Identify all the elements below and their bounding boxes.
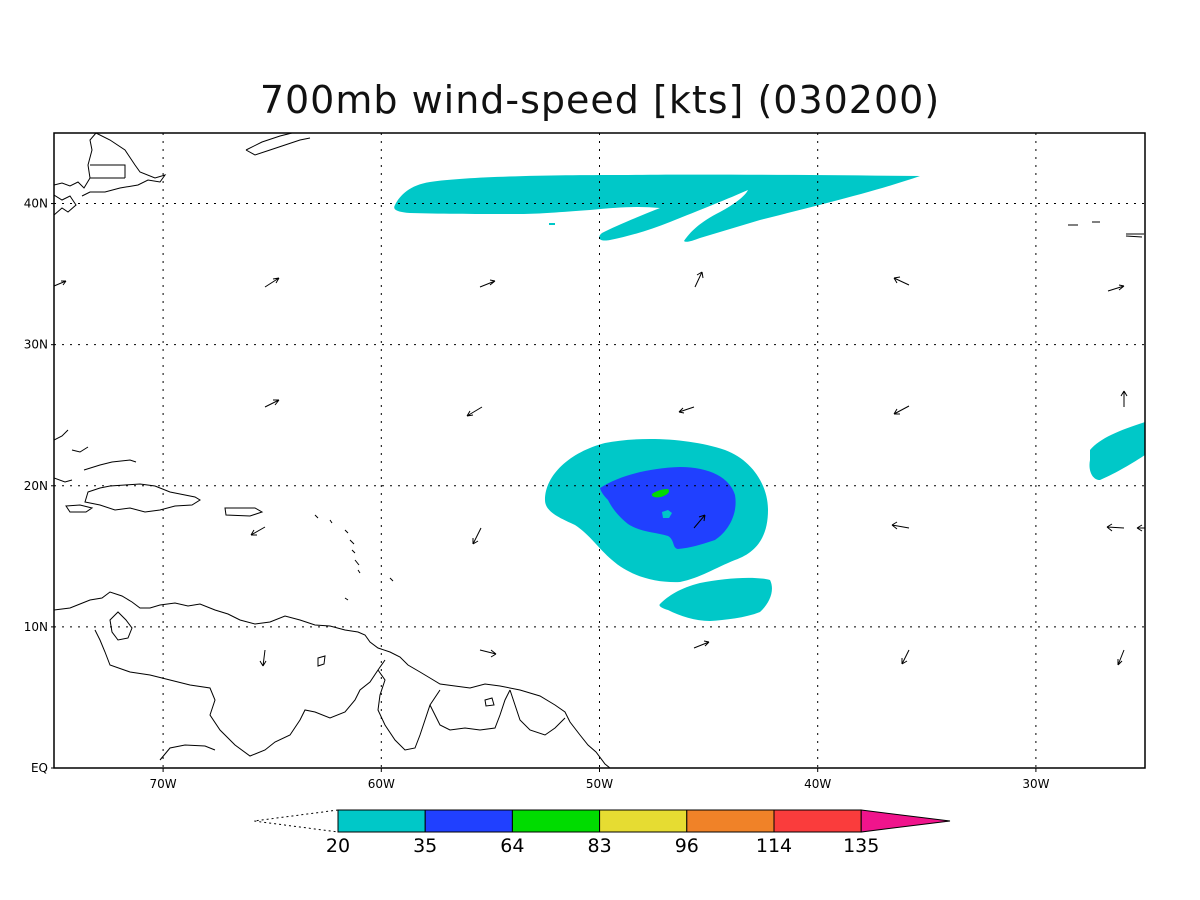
puerto-rico-coast	[224, 507, 264, 517]
trinidad-coast	[317, 655, 326, 667]
colorbar-segment	[424, 809, 513, 833]
wind-vector	[479, 649, 497, 658]
wind-vector	[259, 649, 267, 667]
lat-label: 30N	[24, 338, 48, 352]
wind-vector	[53, 280, 67, 287]
hispaniola-coast	[84, 483, 201, 513]
south-america-north-coast	[54, 591, 611, 768]
wind-vector	[893, 276, 910, 286]
colorbar-level-label: 114	[756, 835, 792, 857]
wind-vector	[1136, 524, 1145, 532]
colorbar: 20 35 64 83 96 114 135	[253, 809, 951, 857]
wind-vector	[1117, 649, 1125, 666]
jet-fragment-20kts	[549, 223, 555, 225]
wind-vector	[893, 405, 910, 415]
wind-vector	[693, 514, 706, 529]
map-grid	[54, 133, 1145, 768]
colorbar-level-label: 96	[675, 835, 699, 857]
wind-vector	[891, 521, 910, 530]
wind-vector	[694, 271, 704, 288]
wind-vector	[901, 649, 910, 665]
venezuela-inland-border	[94, 629, 386, 757]
colombia-border	[159, 744, 216, 761]
lat-label: 10N	[24, 620, 48, 634]
state-border	[90, 164, 126, 179]
lon-label: 70W	[150, 777, 177, 791]
colorbar-above-triangle	[860, 809, 951, 833]
wind-vector	[693, 640, 710, 649]
wind-vector	[466, 406, 483, 417]
storm-eyewall-64kts	[651, 489, 670, 498]
wind-vector	[472, 527, 482, 545]
lake-maracaibo	[109, 611, 133, 641]
jamaica-coast	[65, 504, 94, 513]
map-title: 700mb wind-speed [kts] (030200)	[259, 78, 941, 122]
suriname-border	[429, 689, 511, 731]
lesser-antilles	[314, 514, 394, 601]
wind-vector	[1106, 523, 1125, 532]
wind-vector	[250, 526, 266, 536]
storm-eye-20kts	[662, 510, 672, 518]
wind-vector	[479, 279, 496, 288]
lon-label: 40W	[804, 777, 831, 791]
wind-vector	[1107, 284, 1125, 292]
jet-band-20kts	[394, 174, 921, 242]
wind-vector	[264, 277, 280, 288]
wind-speed-shading	[394, 174, 1145, 621]
colorbar-level-label: 64	[500, 835, 524, 857]
lat-label: 20N	[24, 479, 48, 493]
east-edge-20kts	[1089, 422, 1145, 480]
guyana-border	[377, 669, 441, 751]
wind-vector	[264, 399, 280, 408]
lat-label: EQ	[31, 761, 48, 775]
storm-core-35kts	[600, 467, 736, 549]
colorbar-level-label: 135	[843, 835, 879, 857]
colorbar-below-triangle	[253, 809, 339, 833]
wind-vector	[1120, 390, 1128, 407]
lon-label: 50W	[586, 777, 613, 791]
azores-islands	[1068, 221, 1144, 238]
colorbar-segment	[686, 809, 775, 833]
longitude-labels: 70W 60W 50W 40W 30W	[150, 768, 1050, 791]
lat-label: 40N	[24, 197, 48, 211]
colorbar-segment	[599, 809, 688, 833]
new-england-coast	[81, 133, 167, 197]
french-guiana-border	[509, 689, 566, 736]
caribbean-islands-west	[54, 429, 137, 483]
colorbar-level-label: 83	[588, 835, 612, 857]
nova-scotia-coast	[245, 133, 311, 156]
storm-south-cell-20kts	[659, 577, 772, 621]
wind-vectors	[53, 271, 1145, 667]
colorbar-segment	[773, 809, 862, 833]
colorbar-segment	[337, 809, 426, 833]
north-america-coast	[54, 133, 97, 216]
latitude-labels: EQ 10N 20N 30N 40N	[24, 197, 54, 775]
colorbar-level-label: 35	[413, 835, 437, 857]
wind-vector	[678, 406, 695, 414]
lon-label: 30W	[1022, 777, 1049, 791]
colorbar-segment	[511, 809, 601, 833]
coastlines	[54, 133, 1144, 768]
inland-lake	[484, 697, 495, 707]
colorbar-level-label: 20	[326, 835, 350, 857]
lon-label: 60W	[368, 777, 395, 791]
